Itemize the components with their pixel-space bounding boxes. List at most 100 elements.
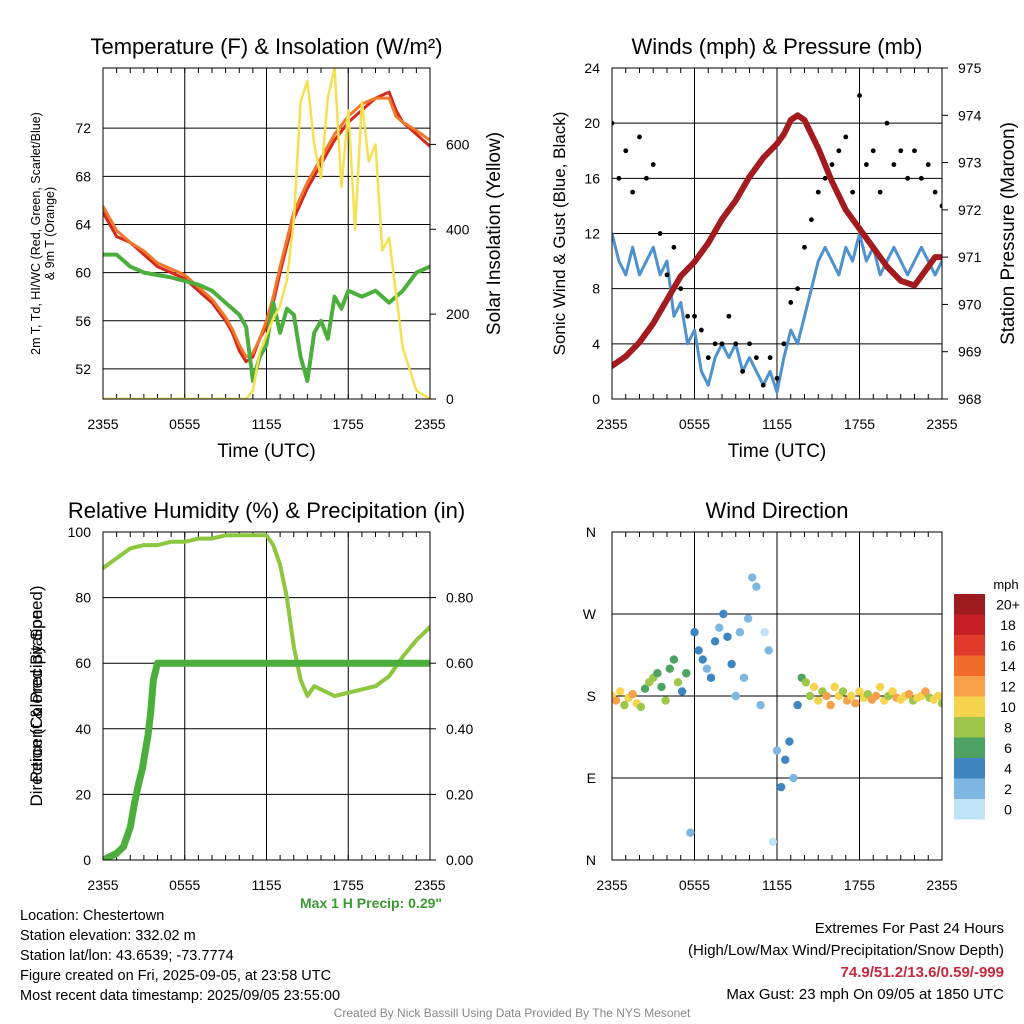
gust-point bbox=[671, 244, 677, 250]
wind-direction-point bbox=[657, 682, 666, 692]
y-tick-label: 52 bbox=[75, 361, 91, 377]
series-group bbox=[103, 533, 430, 860]
wind-direction-point bbox=[616, 687, 625, 696]
x-tick-label: 1155 bbox=[251, 877, 281, 893]
wind-direction-point bbox=[772, 746, 782, 755]
y-right-axis-label: Station Pressure (Maroon) bbox=[998, 122, 1019, 345]
wind-direction-point bbox=[814, 696, 823, 705]
wind-direction-point bbox=[752, 582, 761, 591]
colorbar-label: 0 bbox=[1004, 801, 1012, 817]
colorbar-label: 6 bbox=[1004, 740, 1012, 756]
colorbar-unit: mph bbox=[993, 577, 1018, 592]
y-tick-label: 12 bbox=[584, 226, 600, 242]
wind-direction-point bbox=[743, 614, 753, 623]
wind-direction-point bbox=[719, 609, 728, 619]
gust-point bbox=[719, 341, 725, 347]
wind-direction-point bbox=[764, 646, 773, 655]
gust-point bbox=[650, 162, 656, 167]
y-right-tick-label: 973 bbox=[958, 155, 982, 171]
credit-line: Created By Nick Bassill Using Data Provi… bbox=[333, 1006, 691, 1020]
colorbar-label: 16 bbox=[1000, 637, 1016, 653]
wind-direction-point bbox=[756, 700, 765, 710]
y-right-tick-label: 200 bbox=[446, 306, 470, 322]
wind-direction-point bbox=[785, 737, 794, 746]
x-tick-label: 1155 bbox=[251, 416, 281, 432]
wind-direction-point bbox=[921, 687, 930, 696]
y-right-tick-label: 0.60 bbox=[446, 655, 473, 671]
latlon-text: Station lat/lon: 43.6539; -73.7774 bbox=[20, 948, 234, 964]
gust-point bbox=[781, 341, 787, 347]
colorbar-swatch bbox=[954, 758, 985, 779]
wind-direction-point bbox=[706, 673, 716, 682]
x-axis-label: Time (UTC) bbox=[728, 441, 827, 462]
colorbar-label: 4 bbox=[1004, 760, 1012, 776]
y-right-tick-label: 969 bbox=[958, 344, 982, 360]
wind-direction-point bbox=[933, 691, 942, 701]
y-tick-label: 60 bbox=[75, 655, 91, 671]
x-tick-label: 0555 bbox=[679, 877, 710, 893]
series-line bbox=[612, 232, 942, 394]
elevation-text: Station elevation: 332.02 m bbox=[20, 928, 196, 944]
extremes-title: Extremes For Past 24 Hours bbox=[814, 920, 1004, 937]
y-tick-label: S bbox=[587, 688, 596, 704]
wind-direction-point bbox=[661, 696, 670, 705]
y-tick-label: E bbox=[587, 770, 596, 786]
y-right-tick-label: 0 bbox=[446, 391, 454, 407]
gust-point bbox=[685, 313, 691, 319]
wind-direction-point bbox=[847, 691, 856, 701]
y-right-tick-label: 968 bbox=[958, 391, 982, 407]
y-tick-label: 40 bbox=[75, 721, 91, 737]
y-axis-label: 2m T, Td, HI/WC (Red, Green, Scarlet/Blu… bbox=[29, 112, 43, 355]
wind-direction-point bbox=[937, 699, 942, 708]
wind-direction-point bbox=[838, 687, 848, 696]
wind-direction-point bbox=[723, 632, 732, 641]
gust-point bbox=[802, 244, 807, 250]
y-axis-label-2: & 9m T (Orange) bbox=[43, 187, 57, 280]
y-tick-label: 72 bbox=[75, 120, 91, 136]
wind-direction-point bbox=[748, 573, 757, 582]
gust-point bbox=[884, 120, 890, 126]
gust-point bbox=[863, 162, 869, 167]
y-tick-label: 4 bbox=[592, 336, 600, 352]
gust-point bbox=[740, 369, 746, 374]
gust-point bbox=[747, 341, 752, 347]
colorbar-swatch bbox=[954, 778, 985, 799]
gust-point bbox=[664, 272, 670, 278]
colorbar-label: 20+ bbox=[996, 596, 1020, 612]
gust-point bbox=[918, 175, 924, 181]
panel-title: Relative Humidity (%) & Precipitation (i… bbox=[68, 498, 465, 523]
gust-point bbox=[623, 148, 629, 154]
y-axis-label: Direction (Colored By Speed) bbox=[27, 585, 46, 806]
wind-direction-point bbox=[776, 782, 786, 792]
y-tick-label: 16 bbox=[584, 170, 600, 186]
colorbar-swatch bbox=[954, 614, 985, 635]
y-tick-label: 20 bbox=[75, 786, 91, 802]
wind-direction-point bbox=[855, 687, 864, 696]
y-tick-label: 64 bbox=[75, 216, 91, 232]
x-tick-label: 1155 bbox=[762, 877, 792, 893]
recent-text: Most recent data timestamp: 2025/09/05 2… bbox=[20, 988, 341, 1004]
series-line bbox=[103, 68, 430, 399]
y-right-tick-label: 600 bbox=[446, 136, 470, 152]
wind-direction-point bbox=[727, 659, 736, 669]
x-tick-label: 0555 bbox=[679, 416, 710, 432]
wind-direction-point bbox=[653, 669, 662, 678]
gust-point bbox=[726, 313, 732, 319]
wind-direction-point bbox=[628, 689, 637, 699]
colorbar-swatch bbox=[954, 594, 985, 615]
x-tick-label: 1755 bbox=[333, 416, 364, 432]
colorbar-label: 8 bbox=[1004, 719, 1012, 735]
y-right-tick-label: 0.80 bbox=[446, 590, 473, 606]
max-precip-label: Max 1 H Precip: 0.29" bbox=[300, 895, 443, 911]
x-tick-label: 2355 bbox=[926, 416, 957, 432]
y-right-tick-label: 972 bbox=[958, 202, 982, 218]
gust-point bbox=[815, 189, 821, 195]
y-tick-label: 0 bbox=[83, 852, 91, 868]
colorbar-label: 2 bbox=[1004, 781, 1012, 797]
wind-direction-point bbox=[640, 684, 650, 693]
gust-point bbox=[932, 189, 938, 195]
extremes-subtitle: (High/Low/Max Wind/Precipitation/Snow De… bbox=[688, 942, 1004, 959]
wind-direction-point bbox=[612, 696, 621, 705]
